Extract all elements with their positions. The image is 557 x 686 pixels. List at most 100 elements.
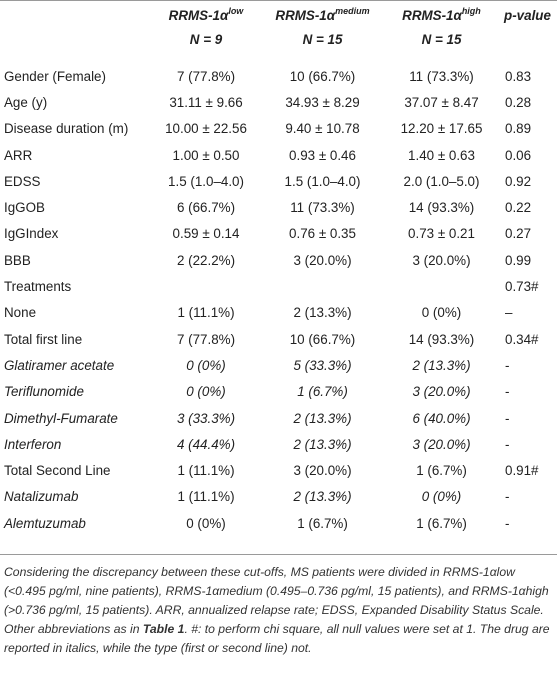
cell-high: 0.73 ± 0.21 [408, 226, 475, 242]
caption-text-1: Considering the discrepancy between thes… [4, 565, 549, 636]
cell-pvalue: 0.89 [505, 121, 532, 137]
table-row: Natalizumab 1 (11.1%) 2 (13.3%) 0 (0%) - [0, 484, 557, 510]
header-pvalue: p-value [504, 8, 551, 23]
cell-medium: 0.93 ± 0.46 [289, 147, 356, 163]
cell-pvalue: 0.73# [505, 279, 539, 295]
cell-high: 12.20 ± 17.65 [400, 121, 483, 137]
header-n-medium: N = 15 [302, 31, 343, 47]
cell-pvalue: - [505, 489, 510, 505]
table-row: Total first line 7 (77.8%) 10 (66.7%) 14 (9… [0, 326, 557, 352]
cell-pvalue: - [505, 384, 510, 400]
cell-medium [260, 273, 385, 299]
cell-low: 2 (22.2%) [176, 252, 236, 268]
cell-medium: 10 (66.7%) [289, 68, 356, 84]
cell-medium: 2 (13.3%) [293, 410, 352, 426]
cell-high: 1 (6.7%) [416, 515, 467, 531]
row-label: IgGOB [4, 200, 45, 216]
cell-medium: 11 (73.3%) [290, 200, 355, 216]
top-rule [0, 0, 557, 1]
cell-high: 2.0 (1.0–5.0) [403, 173, 480, 189]
header-col-low: RRMS-1αlow [168, 6, 244, 24]
table-row: Teriflunomide 0 (0%) 1 (6.7%) 3 (20.0%) - [0, 379, 557, 405]
header-col-high: RRMS-1αhigh [402, 6, 481, 24]
table-row: EDSS 1.5 (1.0–4.0) 1.5 (1.0–4.0) 2.0 (1.0–5… [0, 168, 557, 194]
row-label: Interferon [4, 436, 62, 452]
cell-medium: 34.93 ± 8.29 [285, 94, 360, 110]
cell-pvalue: 0.34# [505, 331, 539, 347]
cell-medium: 9.40 ± 10.78 [285, 121, 360, 137]
table-row: BBB 2 (22.2%) 3 (20.0%) 3 (20.0%) 0.99 [0, 247, 557, 273]
cell-low: 0.59 ± 0.14 [172, 226, 240, 242]
cell-low: 0 (0%) [186, 357, 226, 373]
table-row: IgGOB 6 (66.7%) 11 (73.3%) 14 (93.3%) 0.22 [0, 194, 557, 220]
cell-high: 3 (20.0%) [412, 384, 471, 400]
row-label: Natalizumab [4, 489, 79, 505]
cell-pvalue: 0.28 [505, 94, 532, 110]
table-row: ARR 1.00 ± 0.50 0.93 ± 0.46 1.40 ± 0.63 0.06 [0, 142, 557, 168]
characteristics-table: RRMS-1αlow RRMS-1αmedium RRMS-1αhigh p-v… [0, 0, 557, 536]
table-row: None 1 (11.1%) 2 (13.3%) 0 (0%) – [0, 300, 557, 326]
cell-pvalue: 0.83 [505, 68, 532, 84]
table-row: Dimethyl-Fumarate 3 (33.3%) 2 (13.3%) 6 (40… [0, 405, 557, 431]
row-label: BBB [4, 252, 31, 268]
row-label: Teriflunomide [4, 384, 84, 400]
table-row: Glatiramer acetate 0 (0%) 5 (33.3%) 2 (13.3… [0, 352, 557, 378]
cell-pvalue: 0.27 [505, 226, 532, 242]
row-label: Total Second Line [4, 463, 111, 479]
row-label: Dimethyl-Fumarate [4, 410, 118, 426]
cell-low: 4 (44.4%) [176, 436, 236, 452]
header-row-names: RRMS-1αlow RRMS-1αmedium RRMS-1αhigh p-v… [0, 0, 557, 27]
header-n-low: N = 9 [189, 31, 223, 47]
cell-high [385, 273, 498, 299]
cell-low: 6 (66.7%) [176, 200, 236, 216]
cell-medium: 5 (33.3%) [293, 357, 352, 373]
row-label: Gender (Female) [4, 68, 106, 84]
cell-medium: 3 (20.0%) [293, 463, 352, 479]
cell-pvalue: – [505, 305, 513, 321]
cell-medium: 1.5 (1.0–4.0) [284, 173, 361, 189]
table-row: IgGIndex 0.59 ± 0.14 0.76 ± 0.35 0.73 ± 0.2… [0, 221, 557, 247]
caption-text-2: . #: to perform chi square, all null val… [4, 622, 550, 655]
cell-medium: 1 (6.7%) [297, 384, 348, 400]
cell-high: 3 (20.0%) [412, 252, 471, 268]
table-row: Treatments 0.73# [0, 273, 557, 299]
row-label: ARR [4, 147, 33, 163]
bottom-rule [0, 554, 557, 555]
cell-medium: 0.76 ± 0.35 [289, 226, 356, 242]
caption-table-reference[interactable]: Table 1 [142, 622, 185, 636]
cell-high: 14 (93.3%) [408, 331, 475, 347]
cell-high: 1 (6.7%) [416, 463, 467, 479]
cell-low: 7 (77.8%) [176, 68, 236, 84]
table-row: Age (y) 31.11 ± 9.66 34.93 ± 8.29 37.07 ± 8… [0, 89, 557, 115]
cell-pvalue: 0.22 [505, 200, 532, 216]
row-label: Alemtuzumab [4, 515, 86, 531]
header-blank [0, 0, 152, 27]
cell-low: 0 (0%) [186, 515, 226, 531]
cell-low: 31.11 ± 9.66 [169, 94, 243, 110]
cell-pvalue: 0.06 [505, 147, 532, 163]
cell-pvalue: 0.99 [505, 252, 532, 268]
cell-pvalue: 0.91# [505, 463, 539, 479]
cell-low: 1.5 (1.0–4.0) [168, 173, 244, 189]
cell-high: 37.07 ± 8.47 [404, 94, 479, 110]
row-label: Age (y) [4, 94, 48, 110]
cell-high: 2 (13.3%) [412, 357, 471, 373]
table-row: Total Second Line 1 (11.1%) 3 (20.0%) 1 (6.… [0, 457, 557, 483]
cell-pvalue: 0.92 [505, 173, 532, 189]
row-label: IgGIndex [4, 226, 59, 242]
table-body: Gender (Female) 7 (77.8%) 10 (66.7%) 11 (73… [0, 63, 557, 536]
row-label: Disease duration (m) [4, 121, 129, 137]
cell-medium: 2 (13.3%) [293, 489, 352, 505]
cell-low: 0 (0%) [186, 384, 226, 400]
cell-low: 1.00 ± 0.50 [172, 147, 240, 163]
cell-low: 1 (11.1%) [177, 489, 235, 505]
cell-high: 14 (93.3%) [408, 200, 475, 216]
cell-medium: 2 (13.3%) [293, 436, 352, 452]
cell-high: 0 (0%) [421, 305, 462, 321]
cell-high: 6 (40.0%) [412, 410, 471, 426]
cell-low [152, 273, 260, 299]
header-n-high: N = 15 [421, 31, 462, 47]
cell-pvalue: - [505, 436, 510, 452]
cell-medium: 2 (13.3%) [293, 305, 352, 321]
